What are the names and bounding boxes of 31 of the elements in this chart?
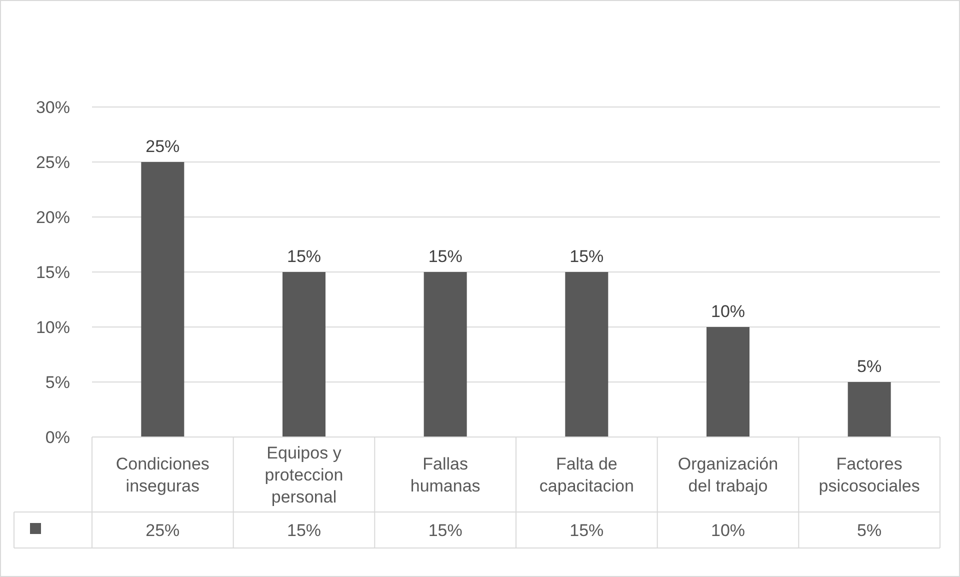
bar <box>141 162 184 437</box>
y-tick-label: 25% <box>36 152 70 172</box>
x-tick-label: Fallas humanas <box>410 454 480 496</box>
x-tick-label: Organización del trabajo <box>678 454 778 496</box>
x-tick-label: Factores psicosociales <box>818 454 920 496</box>
y-tick-label: 0% <box>45 428 70 447</box>
bar <box>848 382 891 437</box>
data-label: 15% <box>570 520 604 540</box>
y-tick-label: 5% <box>45 372 70 392</box>
bar <box>706 327 750 437</box>
text: 5% <box>857 357 882 376</box>
y-tick-label: 15% <box>36 262 70 282</box>
x-tick-label: Equipos y proteccion personal <box>264 443 344 506</box>
bar <box>282 272 326 437</box>
x-tick-label: Falta de capacitacion <box>539 454 634 496</box>
text: 10% <box>710 302 746 321</box>
y-tick-label: 10% <box>36 318 70 337</box>
bar <box>424 272 467 437</box>
data-label: 25% <box>146 520 180 540</box>
x-tick-label: Condiciones inseguras <box>116 454 210 496</box>
text: 15% <box>286 247 322 266</box>
data-label: 15% <box>428 520 462 540</box>
text: 15% <box>570 247 604 266</box>
data-label: 10% <box>710 520 746 540</box>
text: 25% <box>146 137 180 156</box>
data-label: 15% <box>286 520 322 540</box>
y-tick-label: 30% <box>36 98 70 117</box>
y-tick-label: 20% <box>36 208 70 227</box>
bar <box>565 272 608 437</box>
data-label: 5% <box>857 520 882 540</box>
text: 15% <box>428 247 462 266</box>
